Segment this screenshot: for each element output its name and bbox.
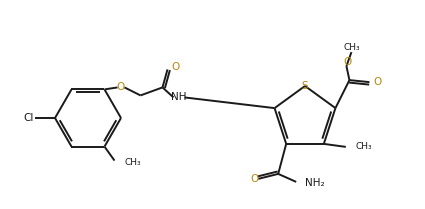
Text: CH₃: CH₃: [343, 43, 360, 52]
Text: O: O: [343, 57, 351, 67]
Text: O: O: [374, 77, 382, 87]
Text: NH₂: NH₂: [305, 178, 325, 188]
Text: CH₃: CH₃: [125, 158, 141, 167]
Text: O: O: [250, 174, 258, 184]
Text: NH: NH: [171, 92, 186, 102]
Text: O: O: [172, 62, 180, 73]
Text: S: S: [302, 81, 308, 91]
Text: Cl: Cl: [24, 113, 34, 123]
Text: O: O: [116, 82, 125, 92]
Text: CH₃: CH₃: [356, 142, 372, 151]
